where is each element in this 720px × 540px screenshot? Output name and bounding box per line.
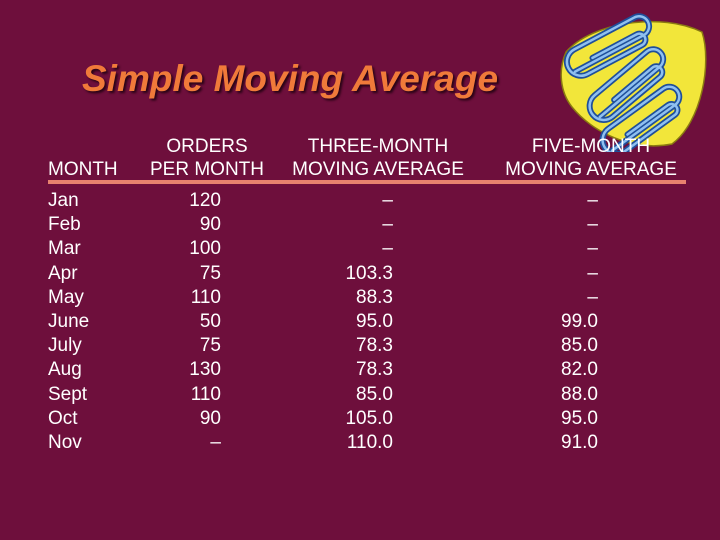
orders-cell: 130: [189, 359, 221, 381]
month-cell: Oct: [48, 407, 78, 429]
header-orders-line2: PER MONTH: [150, 159, 264, 180]
three-month-cell: –: [382, 190, 393, 211]
five-month-cell: –: [587, 238, 598, 260]
header-three-month: THREE-MONTH MOVING AVERAGE: [283, 135, 473, 181]
orders-cell: 75: [199, 335, 221, 357]
table-row: May 110 88.3 –: [0, 286, 720, 310]
orders-cell: 120: [189, 190, 221, 211]
three-month-cell: 110.0: [346, 431, 393, 453]
table-row: Mar 100 – –: [0, 237, 720, 261]
slide-title: Simple Moving Average: [82, 58, 499, 99]
five-month-cell: –: [587, 262, 598, 284]
three-month-cell: –: [382, 238, 393, 260]
month-cell: Aug: [48, 359, 82, 381]
three-month-cell: 78.3: [356, 335, 393, 357]
table-row: Oct 90 105.0 95.0: [0, 407, 720, 431]
orders-cell: 90: [199, 407, 221, 429]
header-five-line1: FIVE-MONTH: [531, 136, 651, 157]
orders-cell: 110: [190, 286, 221, 308]
month-cell: Sept: [48, 383, 88, 405]
three-month-cell: 105.0: [345, 407, 393, 429]
orders-cell: 50: [199, 310, 221, 332]
header-three-line2: MOVING AVERAGE: [292, 159, 464, 180]
table-row: Nov – 110.0 91.0: [0, 431, 720, 455]
three-month-cell: 95.0: [356, 310, 393, 332]
table-row: Jan 120 – –: [0, 189, 720, 213]
table-row: Sept 110 85.0 88.0: [0, 383, 720, 407]
three-month-cell: 78.3: [356, 359, 393, 381]
five-month-cell: 95.0: [561, 407, 598, 429]
table-row: Aug 130 78.3 82.0: [0, 358, 720, 382]
orders-cell: 75: [199, 262, 221, 284]
five-month-cell: –: [587, 190, 598, 211]
three-month-cell: 88.3: [356, 286, 393, 308]
table-row: Apr 75 103.3 –: [0, 262, 720, 286]
five-month-cell: 88.0: [561, 383, 598, 405]
header-five-month: FIVE-MONTH MOVING AVERAGE: [496, 135, 686, 181]
header-orders-line1: ORDERS: [166, 136, 248, 157]
month-cell: Apr: [48, 262, 78, 284]
orders-cell: 100: [189, 238, 221, 260]
paperclips-icon: [560, 13, 707, 152]
three-month-cell: –: [382, 214, 393, 236]
five-month-cell: 91.0: [561, 431, 598, 453]
header-five-line2: MOVING AVERAGE: [505, 159, 677, 180]
month-cell: July: [48, 335, 82, 357]
five-month-cell: 82.0: [561, 359, 598, 381]
three-month-cell: 85.0: [356, 383, 393, 405]
header-three-line1: THREE-MONTH: [307, 136, 449, 157]
table-row: Feb 90 – –: [0, 213, 720, 237]
five-month-cell: –: [587, 286, 598, 308]
three-month-cell: 103.3: [345, 262, 393, 284]
table-row: June 50 95.0 99.0: [0, 310, 720, 334]
table-body: Jan 120 – – Feb 90 – – Mar 100 – – Apr 7…: [0, 189, 720, 455]
five-month-cell: –: [587, 214, 598, 236]
month-cell: Feb: [48, 214, 81, 236]
month-cell: June: [48, 310, 90, 332]
header-month: MONTH: [48, 159, 118, 180]
month-cell: Nov: [48, 431, 82, 453]
month-cell: Jan: [48, 190, 79, 211]
orders-cell: 90: [199, 214, 221, 236]
five-month-cell: 99.0: [561, 310, 598, 332]
header-orders: ORDERS PER MONTH: [146, 135, 268, 181]
month-cell: Mar: [48, 238, 81, 260]
orders-cell: 110: [190, 383, 221, 405]
table-row: July 75 78.3 85.0: [0, 334, 720, 358]
orders-cell: –: [210, 431, 221, 453]
month-cell: May: [48, 286, 84, 308]
five-month-cell: 85.0: [561, 335, 598, 357]
header-divider: [48, 180, 686, 184]
